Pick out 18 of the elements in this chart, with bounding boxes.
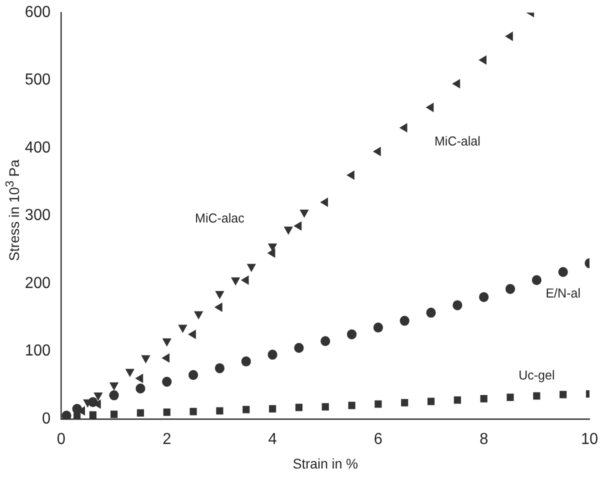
y-tick-label: 400 — [24, 139, 51, 157]
x-tick-label: 10 — [580, 430, 598, 448]
y-tick-label: 500 — [24, 72, 51, 89]
text: MiC-alac — [195, 210, 245, 226]
y-tick-label: 100 — [24, 342, 51, 360]
x-tick-label: 4 — [268, 430, 278, 448]
x-tick-label: 2 — [162, 430, 172, 448]
y-tick-label: 300 — [24, 206, 51, 224]
x-tick-label: 0 — [56, 430, 66, 448]
x-tick-label: 8 — [480, 430, 488, 448]
y-tick-label: 600 — [24, 4, 51, 22]
series-label: Uc-gel — [518, 367, 555, 383]
x-tick-label: 6 — [374, 430, 383, 448]
y-tick-label: 0 — [42, 410, 51, 428]
y-tick-label: 200 — [24, 274, 51, 292]
series-label: MiC-alal — [434, 133, 480, 148]
x-axis-title: Strain in % — [292, 456, 358, 472]
series-label: E/N-al — [546, 285, 580, 301]
